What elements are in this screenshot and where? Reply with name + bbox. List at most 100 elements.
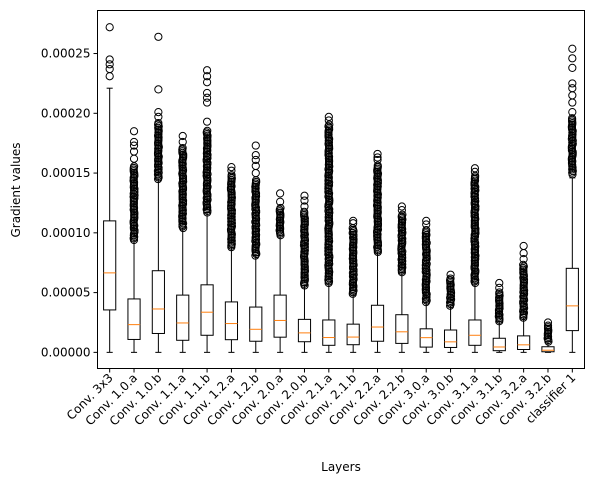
flier-point: [519, 297, 528, 306]
box-group: [346, 216, 360, 353]
flier-point: [202, 93, 212, 102]
boxes-layer: [103, 23, 579, 353]
box-iqr: [249, 306, 263, 342]
flier-point: [422, 226, 431, 235]
flier-point: [300, 238, 309, 247]
box-iqr: [151, 270, 165, 334]
box-group: [297, 191, 312, 353]
x-axis-label: Layers: [321, 460, 361, 474]
box-iqr: [346, 323, 360, 346]
flier-point: [519, 241, 528, 251]
box-group: [224, 162, 239, 353]
flier-point: [543, 318, 553, 327]
box-iqr: [541, 346, 555, 353]
box-group: [492, 278, 506, 353]
flier-point: [203, 126, 212, 136]
flier-point: [325, 208, 334, 217]
flier-point: [178, 137, 187, 147]
flier-point: [251, 251, 260, 260]
box-iqr: [103, 220, 117, 311]
flier-point: [519, 255, 528, 264]
y-axis-label: Gradient values: [9, 142, 23, 237]
flier-point: [300, 242, 309, 252]
y-tick-label: 0.00010: [41, 226, 91, 240]
flier-point: [130, 191, 139, 200]
flier-point: [373, 243, 382, 252]
box-iqr: [395, 314, 409, 344]
flier-point: [105, 55, 114, 64]
flier-point: [568, 98, 577, 107]
y-axis: 0.00000 0.00005 0.00010 0.00015 0.00020 0.000…: [41, 47, 98, 359]
y-tick-label: 0.00015: [41, 166, 91, 180]
flier-point: [373, 227, 382, 236]
flier-point: [276, 189, 285, 198]
box-group: [176, 131, 190, 353]
flier-point: [202, 171, 211, 180]
box-group: [200, 66, 214, 353]
flier-point: [421, 240, 430, 249]
flier-point: [568, 136, 577, 145]
box-group: [322, 112, 336, 353]
flier-point: [446, 295, 456, 304]
flier-point: [154, 118, 163, 128]
flier-point: [495, 288, 504, 297]
box-iqr: [468, 319, 482, 346]
flier-point: [325, 251, 334, 260]
box-iqr: [322, 319, 336, 346]
flier-point: [154, 112, 163, 121]
flier-point: [495, 278, 504, 288]
box-iqr: [127, 298, 141, 340]
flier-point: [299, 241, 309, 250]
flier-point: [178, 179, 187, 188]
flier-point: [543, 321, 553, 330]
flier-point: [227, 171, 236, 180]
box-group: [541, 318, 555, 353]
box-iqr: [443, 329, 458, 348]
flier-point: [324, 112, 333, 121]
box-iqr: [297, 318, 312, 343]
box-iqr: [370, 304, 385, 342]
box-group: [127, 127, 141, 353]
flier-point: [300, 202, 309, 211]
box-group: [565, 44, 579, 353]
flier-point: [154, 108, 163, 117]
flier-point: [519, 260, 528, 269]
flier-point: [129, 147, 139, 156]
flier-point: [202, 98, 212, 107]
flier-point: [348, 228, 357, 238]
box-iqr: [492, 337, 506, 352]
flier-point: [251, 155, 260, 165]
y-tick-label: 0.00025: [41, 47, 91, 61]
box-iqr: [176, 294, 190, 341]
flier-point: [422, 220, 431, 229]
flier-point: [568, 44, 577, 53]
y-tick-label: 0.00020: [41, 106, 91, 120]
flier-point: [325, 120, 334, 129]
flier-point: [105, 72, 114, 81]
flier-point: [446, 270, 455, 279]
flier-point: [105, 60, 114, 69]
flier-point: [568, 54, 577, 63]
flier-point: [422, 216, 431, 225]
flier-point: [471, 186, 480, 195]
flier-point: [178, 143, 187, 153]
flier-point: [324, 116, 333, 125]
flier-point: [227, 162, 236, 172]
flier-point: [568, 91, 577, 100]
flier-point: [251, 151, 260, 160]
flier-point: [129, 137, 139, 147]
flier-point: [129, 141, 139, 150]
flier-point: [154, 85, 163, 94]
flier-point: [324, 122, 333, 131]
y-tick-label: 0.00000: [41, 345, 91, 359]
box-iqr: [565, 267, 579, 332]
flier-point: [202, 72, 212, 81]
flier-point: [202, 155, 211, 164]
flier-point: [421, 261, 430, 270]
box-group: [370, 149, 385, 353]
flier-point: [202, 66, 212, 75]
flier-point: [568, 79, 577, 88]
flier-point: [470, 164, 480, 173]
flier-point: [373, 149, 382, 159]
